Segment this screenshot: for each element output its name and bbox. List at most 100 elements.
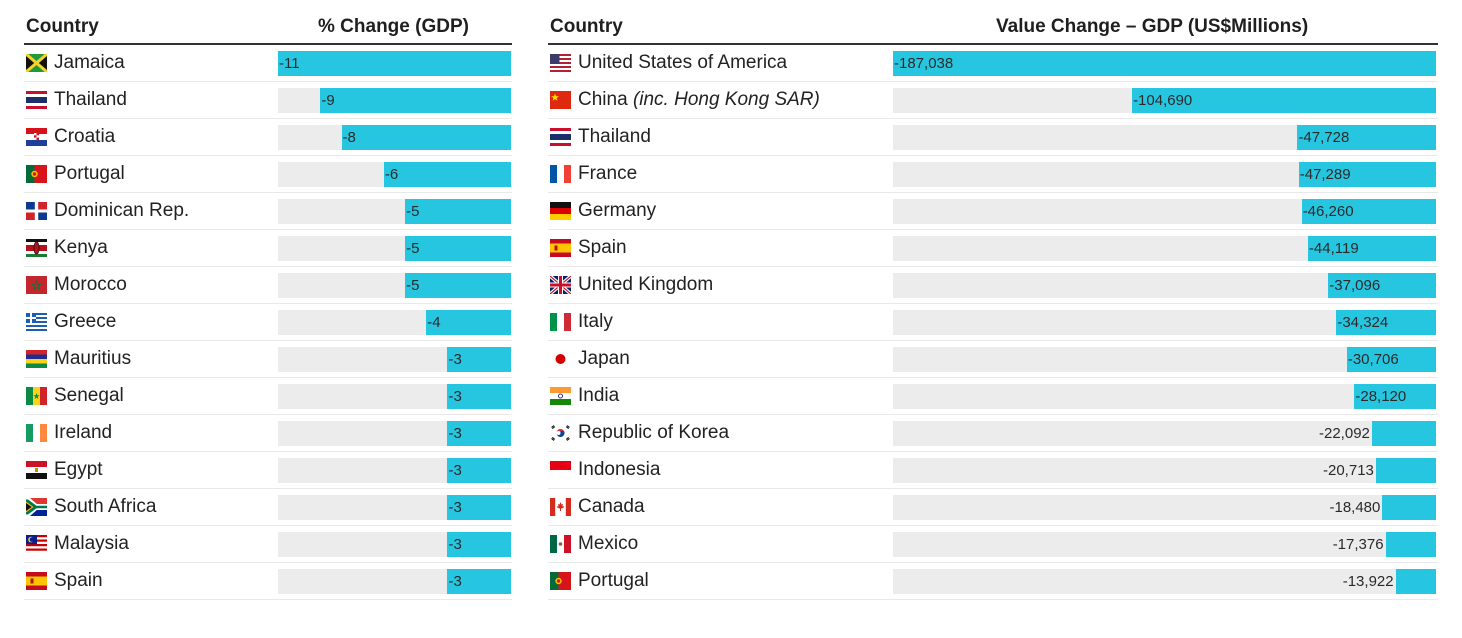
- country-name: Portugal: [54, 163, 125, 185]
- flag-ireland-icon: [26, 424, 48, 442]
- country-label: Mexico: [578, 533, 639, 554]
- bar-value-label: -20,713: [1323, 462, 1374, 479]
- bar-track: -5: [278, 273, 511, 298]
- country-name: Mauritius: [54, 348, 131, 370]
- flag-kenya-icon: [26, 239, 47, 258]
- flag-mexico-icon: [550, 535, 572, 553]
- flag-italy-icon: [550, 313, 572, 331]
- bar: [1346, 347, 1436, 372]
- bar-value-label: -4: [427, 314, 441, 331]
- bar-track: -11: [278, 51, 511, 76]
- flag-japan-icon: [550, 350, 571, 368]
- country-label: Greece: [54, 311, 117, 332]
- country-label: Canada: [578, 496, 645, 517]
- flag-spain-icon: [550, 239, 571, 257]
- bar-track: -5: [278, 199, 511, 224]
- row-separator: [24, 377, 512, 378]
- country-label: South Africa: [54, 496, 157, 517]
- country-label: Egypt: [54, 459, 103, 480]
- bar-track: -46,260: [893, 199, 1436, 224]
- bar: [405, 273, 511, 298]
- country-name: Republic of Korea: [578, 422, 729, 444]
- bar-value-label: -47,289: [1299, 166, 1351, 183]
- row-separator: [24, 414, 512, 415]
- country-label: Republic of Korea: [578, 422, 730, 443]
- bar-track: -20,713: [893, 458, 1436, 483]
- country-name: Portugal: [578, 570, 649, 592]
- bar-track: -8: [278, 125, 511, 150]
- bar: [1375, 458, 1436, 483]
- row-separator: [24, 192, 512, 193]
- bar: [1385, 532, 1436, 557]
- bar: [1307, 236, 1436, 261]
- bar-track: -34,324: [893, 310, 1436, 335]
- bar-value-label: -3: [448, 425, 462, 442]
- flag-greece-icon: [26, 313, 47, 332]
- bar: [1354, 384, 1436, 409]
- bar-track: -3: [278, 569, 511, 594]
- bar: [278, 51, 511, 76]
- country-label: Kenya: [54, 237, 108, 258]
- bar: [426, 310, 511, 335]
- bar-value-label: -3: [448, 351, 462, 368]
- country-name: China (inc. Hong Kong SAR): [578, 89, 820, 111]
- flag-malaysia-icon: [26, 535, 47, 554]
- bar-value-label: -8: [342, 129, 356, 146]
- bar: [1297, 125, 1436, 150]
- bar-value-label: -22,092: [1319, 425, 1370, 442]
- row-separator: [548, 377, 1438, 378]
- bar-value-label: -34,324: [1337, 314, 1389, 331]
- country-label: Spain: [578, 237, 627, 258]
- bar-value-label: -3: [448, 536, 462, 553]
- header-rule-left: [24, 43, 512, 45]
- country-label: Italy: [578, 311, 613, 332]
- bar-value-label: -3: [448, 462, 462, 479]
- bar: [405, 199, 511, 224]
- bar-value-label: -3: [448, 573, 462, 590]
- bar-track: -5: [278, 236, 511, 261]
- bar-value-label: -46,260: [1302, 203, 1354, 220]
- row-separator: [24, 303, 512, 304]
- country-name: Spain: [578, 237, 627, 259]
- bar-track: -187,038: [893, 51, 1436, 76]
- country-label: Thailand: [578, 126, 651, 147]
- flag-china-icon: [550, 91, 571, 109]
- bar: [341, 125, 511, 150]
- row-separator: [548, 81, 1438, 82]
- row-separator: [548, 229, 1438, 230]
- country-label: United States of America: [578, 52, 788, 73]
- flag-france-icon: [550, 165, 572, 183]
- bar-track: -3: [278, 384, 511, 409]
- country-note: (inc. Hong Kong SAR): [632, 89, 820, 110]
- country-name: Ireland: [54, 422, 112, 444]
- row-separator: [548, 118, 1438, 119]
- bar: [1132, 88, 1436, 113]
- bar-track: -3: [278, 458, 511, 483]
- flag-portugal-icon: [550, 572, 571, 590]
- bar: [1298, 162, 1436, 187]
- flag-senegal-icon: [26, 387, 48, 405]
- bar-track: -28,120: [893, 384, 1436, 409]
- bar-track: -13,922: [893, 569, 1436, 594]
- bar: [1328, 273, 1436, 298]
- header-left-metric: % Change (GDP): [318, 16, 469, 37]
- bar-track: -104,690: [893, 88, 1436, 113]
- row-separator: [548, 451, 1438, 452]
- row-separator: [24, 562, 512, 563]
- country-name: Morocco: [54, 274, 127, 296]
- bar: [447, 495, 511, 520]
- country-label: Portugal: [54, 163, 125, 184]
- bar: [447, 458, 511, 483]
- bar-value-label: -187,038: [894, 55, 954, 72]
- bar: [447, 532, 511, 557]
- flag-indonesia-icon: [550, 461, 571, 480]
- flag-usa-icon: [550, 54, 571, 73]
- bar-value-label: -47,728: [1298, 129, 1350, 146]
- bar-value-label: -37,096: [1329, 277, 1381, 294]
- row-separator: [24, 599, 512, 600]
- country-label: United Kingdom: [578, 274, 714, 295]
- bar-track: -3: [278, 347, 511, 372]
- bar-value-label: -44,119: [1308, 240, 1359, 257]
- country-name: Canada: [578, 496, 645, 518]
- country-name: Dominican Rep.: [54, 200, 189, 222]
